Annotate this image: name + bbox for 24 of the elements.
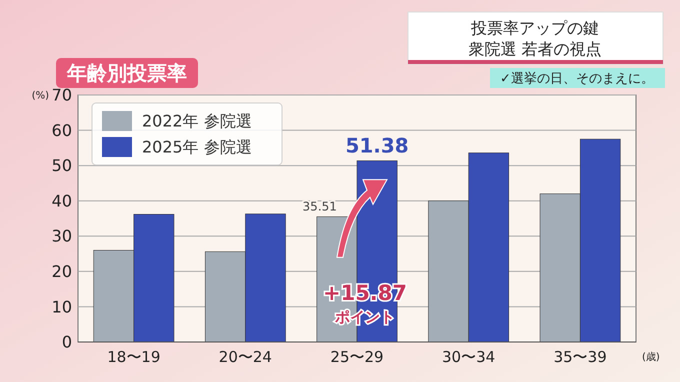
x-tick-label: 18〜19 [107,348,160,366]
annotation: +15.87 ポイント [322,281,408,326]
y-tick-label: 40 [52,191,72,210]
y-axis-title: (%) [32,90,50,102]
x-tick-label: 35〜39 [554,348,607,366]
text: ✓選挙の日、そのまえに。 [500,72,654,87]
text: 衆院選 若者の視点 [468,40,602,59]
y-tick-label: 10 [52,297,72,316]
x-tick-label: 25〜29 [330,348,384,366]
chart-title: 年齢別投票率 [66,61,187,85]
legend-label: 2025年 参院選 [142,138,252,157]
x-tick-label: 30〜34 [442,348,496,366]
y-tick-label: 30 [52,226,72,246]
y-tick-label: 20 [52,262,72,282]
data-label: 35.51 [302,200,337,214]
text: 投票率アップの鍵 [470,18,599,38]
y-tick-label: 60 [52,120,72,140]
y-tick-label: 50 [52,156,72,176]
x-axis-title: (歳) [642,351,660,363]
legend-label: 2022年 参院選 [142,112,252,131]
x-tick-label: 20〜24 [218,348,272,366]
y-tick-label: 0 [62,332,72,352]
y-tick-label: 70 [52,86,72,105]
data-label: 51.38 [345,134,409,158]
